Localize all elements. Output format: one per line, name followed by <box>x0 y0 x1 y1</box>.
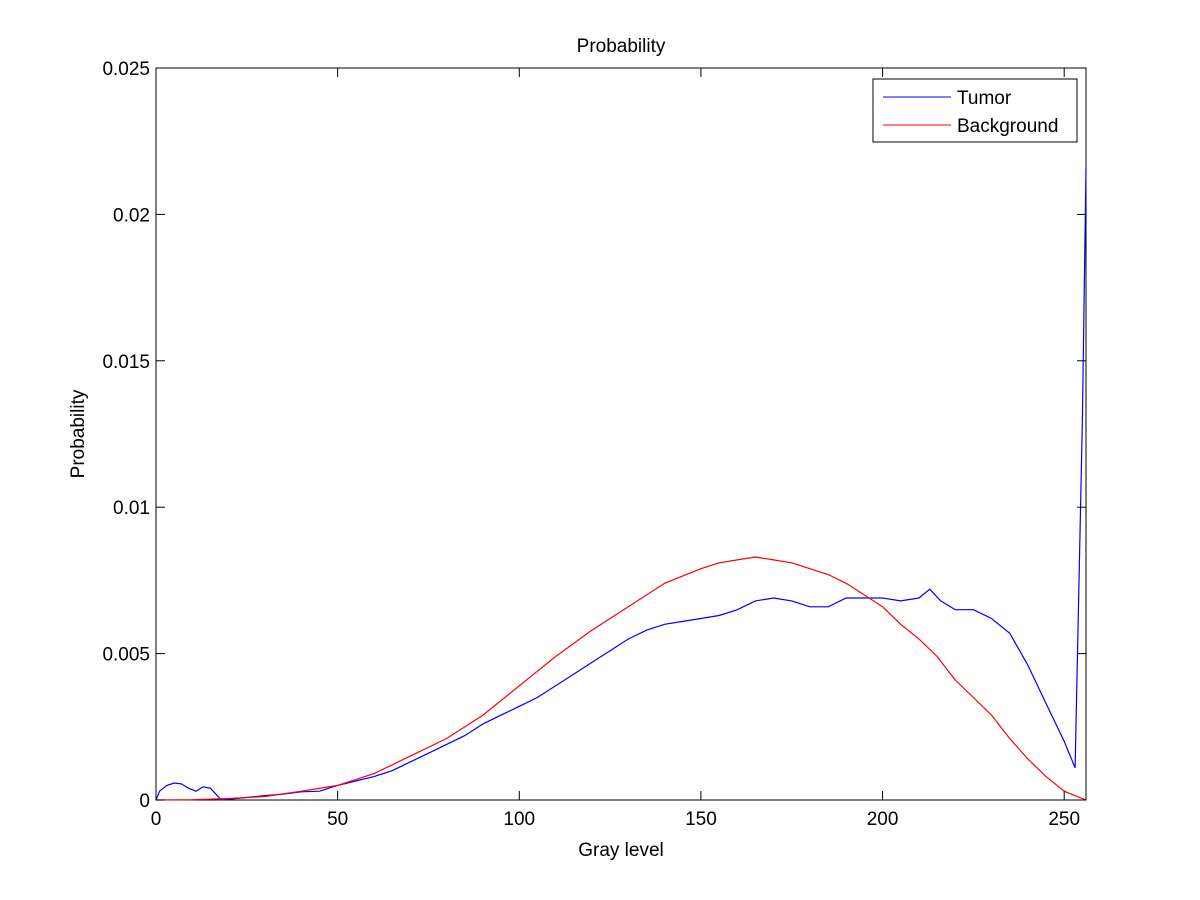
plot-area <box>155 67 1087 801</box>
ticks-layer: 0 50 100 150 200 250 0 0.005 0.01 0.015 0.02 0.025 <box>102 59 1086 830</box>
x-tick-label: 0 <box>151 809 162 830</box>
legend: Tumor Background <box>872 78 1078 143</box>
y-tick-label: 0.02 <box>113 205 150 226</box>
x-tick-label: 250 <box>1048 809 1080 830</box>
x-tick-label: 200 <box>867 809 899 830</box>
series-layer <box>155 167 1087 801</box>
y-axis-label: Probability <box>68 389 89 478</box>
x-tick-label: 150 <box>685 809 717 830</box>
x-tick-label: 50 <box>327 809 348 830</box>
series-line-background <box>155 556 1087 801</box>
x-axis-label: Gray level <box>578 840 664 861</box>
y-tick-label: 0.015 <box>102 352 150 373</box>
y-tick-label: 0.01 <box>113 498 150 519</box>
y-tick-label: 0.025 <box>102 59 150 80</box>
x-tick-label: 100 <box>503 809 535 830</box>
legend-label-tumor: Tumor <box>957 88 1012 109</box>
y-tick-label: 0.005 <box>102 645 150 666</box>
legend-label-background: Background <box>957 116 1058 137</box>
chart-title: Probability <box>577 36 666 57</box>
y-tick-label: 0 <box>139 791 150 812</box>
legend-box <box>872 78 1078 143</box>
